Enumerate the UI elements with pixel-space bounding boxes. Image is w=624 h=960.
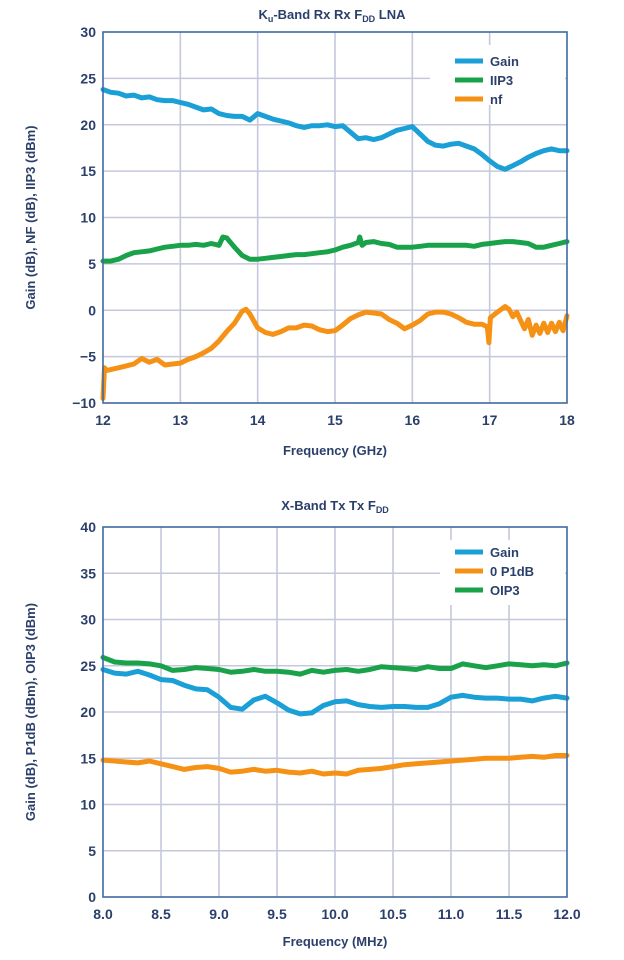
legend-label: nf	[490, 92, 503, 107]
y-tick-label: −5	[80, 349, 96, 365]
x-tick-label: 8.0	[93, 906, 113, 922]
legend-label: IIP3	[490, 73, 513, 88]
x-tick-label: 13	[173, 412, 189, 428]
x-tick-label: 16	[405, 412, 421, 428]
chart-2: X-Band Tx Tx FDD 8.0 8.5 9.0 9.5 10.0 10.5 11.0…	[23, 498, 581, 949]
y-tick-label: 0	[88, 302, 96, 318]
y-tick-label: 10	[80, 797, 96, 813]
title-subscript: DD	[362, 14, 375, 24]
y-tick-label: 25	[80, 658, 96, 674]
y-tick-label: −10	[72, 395, 96, 411]
chart-1: Ku-Band Rx Rx FDD LNA 12 13 14 15 16 17 18 −10 −5…	[23, 7, 575, 458]
legend-item: 0 P1dB	[455, 564, 534, 579]
legend: Gain 0 P1dB OIP3	[455, 545, 534, 598]
x-tick-label: 10.5	[379, 906, 406, 922]
y-tick-label: 25	[80, 70, 96, 86]
legend-item: IIP3	[455, 73, 513, 88]
plot-frame	[102, 526, 568, 898]
x-tick-label: 11.0	[438, 906, 465, 922]
legend-item: Gain	[455, 54, 519, 69]
x-tick-label: 17	[482, 412, 498, 428]
y-tick-label: 40	[80, 519, 96, 535]
x-axis-label: Frequency (MHz)	[283, 934, 388, 949]
plot-frame	[102, 31, 568, 404]
y-tick-label: 15	[80, 750, 96, 766]
series-nf	[100, 304, 570, 401]
series-group	[100, 654, 570, 777]
y-tick-label: 10	[80, 210, 96, 226]
legend-item: nf	[455, 92, 503, 107]
y-tick-label: 20	[80, 117, 96, 133]
legend-label: OIP3	[490, 583, 520, 598]
legend-label: Gain	[490, 54, 519, 69]
y-tick-label: 35	[80, 565, 96, 581]
y-tick-label: 5	[88, 843, 96, 859]
series-group	[100, 87, 570, 401]
legend-item: OIP3	[455, 583, 520, 598]
legend-item: Gain	[455, 545, 519, 560]
x-axis-label: Frequency (GHz)	[283, 443, 387, 458]
series-gain	[100, 667, 570, 717]
grid	[103, 527, 567, 897]
title-text: X-Band Tx Tx F	[281, 498, 376, 513]
x-tick-label: 15	[327, 412, 343, 428]
x-tick-label: 10.0	[321, 906, 348, 922]
grid	[103, 32, 567, 403]
y-tick-label: 5	[88, 256, 96, 272]
title-subscript: u	[268, 14, 274, 24]
series-iip3	[100, 234, 570, 264]
series-oip3	[100, 654, 570, 677]
title-text: -Band Rx Rx F	[273, 7, 362, 22]
legend: Gain IIP3 nf	[455, 54, 519, 107]
title-text: LNA	[375, 7, 406, 22]
title-text: K	[258, 7, 268, 22]
y-tick-label: 30	[80, 24, 96, 40]
x-tick-label: 18	[559, 412, 575, 428]
y-axis-label: Gain (dB), P1dB (dBm), OIP3 (dBm)	[23, 603, 38, 821]
x-tick-label: 9.5	[267, 906, 287, 922]
chart-title: Ku-Band Rx Rx FDD LNA	[258, 7, 406, 24]
legend-label: Gain	[490, 545, 519, 560]
x-tick-label: 12	[95, 412, 111, 428]
y-tick-label: 20	[80, 704, 96, 720]
y-tick-label: 15	[80, 163, 96, 179]
y-tick-label: 30	[80, 612, 96, 628]
series-0-p1db	[100, 753, 570, 777]
title-subscript: DD	[376, 505, 389, 515]
series-gain	[100, 87, 570, 172]
y-axis-label: Gain (dB), NF (dB), IIP3 (dBm)	[23, 125, 38, 309]
x-tick-label: 12.0	[553, 906, 580, 922]
x-tick-label: 11.5	[496, 906, 523, 922]
chart-title: X-Band Tx Tx FDD	[281, 498, 389, 515]
x-tick-label: 8.5	[151, 906, 171, 922]
y-tick-label: 0	[88, 889, 96, 905]
x-tick-label: 14	[250, 412, 266, 428]
x-tick-label: 9.0	[209, 906, 229, 922]
legend-label: 0 P1dB	[490, 564, 534, 579]
